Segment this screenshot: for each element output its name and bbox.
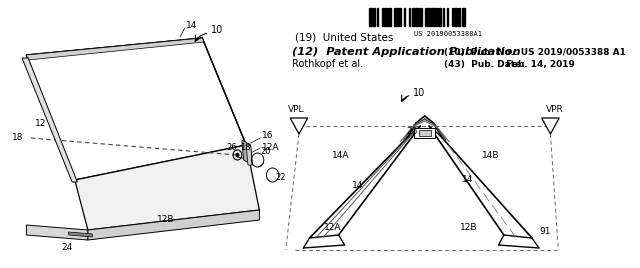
Bar bbox=[443, 8, 444, 26]
Text: 26: 26 bbox=[406, 128, 418, 136]
Text: 12A: 12A bbox=[324, 224, 341, 233]
Bar bbox=[388, 8, 392, 26]
Bar bbox=[420, 8, 422, 26]
Text: 12: 12 bbox=[35, 118, 47, 128]
Polygon shape bbox=[26, 38, 246, 180]
Text: VPL: VPL bbox=[287, 106, 304, 114]
Polygon shape bbox=[541, 118, 559, 134]
Bar bbox=[412, 8, 413, 26]
Text: (19)  United States: (19) United States bbox=[294, 33, 393, 43]
Text: 22: 22 bbox=[275, 173, 285, 181]
Text: 14: 14 bbox=[352, 181, 363, 189]
Polygon shape bbox=[22, 58, 77, 182]
Bar bbox=[373, 8, 376, 26]
Bar bbox=[436, 8, 438, 26]
Text: (43)  Pub. Date:: (43) Pub. Date: bbox=[444, 59, 525, 69]
Text: 10: 10 bbox=[413, 88, 426, 98]
Text: 12B: 12B bbox=[460, 224, 477, 233]
Polygon shape bbox=[68, 232, 92, 237]
Text: 18: 18 bbox=[12, 132, 24, 142]
Text: 20: 20 bbox=[260, 147, 271, 157]
Text: (10)  Pub. No.: US 2019/0053388 A1: (10) Pub. No.: US 2019/0053388 A1 bbox=[444, 47, 626, 57]
Bar bbox=[431, 8, 435, 26]
Bar bbox=[381, 8, 383, 26]
Bar bbox=[377, 8, 378, 26]
Bar bbox=[425, 8, 426, 26]
Bar bbox=[452, 8, 453, 26]
Text: 14B: 14B bbox=[482, 151, 499, 159]
Bar bbox=[384, 8, 387, 26]
Text: 12A: 12A bbox=[262, 143, 280, 151]
Text: 26: 26 bbox=[226, 143, 237, 152]
Text: 12B: 12B bbox=[157, 215, 174, 225]
Bar bbox=[447, 8, 448, 26]
Text: US 20190053388A1: US 20190053388A1 bbox=[415, 31, 483, 37]
Polygon shape bbox=[414, 128, 435, 138]
Bar bbox=[461, 8, 465, 26]
Polygon shape bbox=[26, 38, 204, 60]
Text: 14A: 14A bbox=[332, 151, 350, 159]
Text: (12)  Patent Application Publication: (12) Patent Application Publication bbox=[292, 47, 520, 57]
Polygon shape bbox=[75, 145, 259, 230]
Text: 14: 14 bbox=[186, 21, 198, 31]
Text: 91: 91 bbox=[539, 228, 550, 236]
Polygon shape bbox=[290, 118, 308, 134]
Bar bbox=[415, 8, 419, 26]
Bar bbox=[369, 8, 372, 26]
Bar bbox=[404, 8, 405, 26]
Text: 18: 18 bbox=[240, 143, 251, 152]
Polygon shape bbox=[246, 145, 252, 165]
Circle shape bbox=[236, 154, 239, 157]
Text: 24: 24 bbox=[61, 243, 73, 251]
Bar bbox=[440, 8, 441, 26]
Polygon shape bbox=[419, 130, 431, 136]
Bar bbox=[458, 8, 460, 26]
Bar bbox=[454, 8, 457, 26]
Bar bbox=[396, 8, 399, 26]
Polygon shape bbox=[242, 140, 252, 165]
Bar bbox=[400, 8, 401, 26]
Bar bbox=[409, 8, 410, 26]
Text: 16: 16 bbox=[262, 132, 273, 140]
Polygon shape bbox=[88, 210, 259, 240]
Text: VPR: VPR bbox=[546, 106, 564, 114]
Text: 10: 10 bbox=[211, 25, 223, 35]
Text: 14: 14 bbox=[461, 176, 473, 184]
Text: Feb. 14, 2019: Feb. 14, 2019 bbox=[506, 59, 575, 69]
Polygon shape bbox=[26, 225, 88, 240]
Bar bbox=[394, 8, 395, 26]
Bar bbox=[427, 8, 429, 26]
Text: Rothkopf et al.: Rothkopf et al. bbox=[292, 59, 363, 69]
